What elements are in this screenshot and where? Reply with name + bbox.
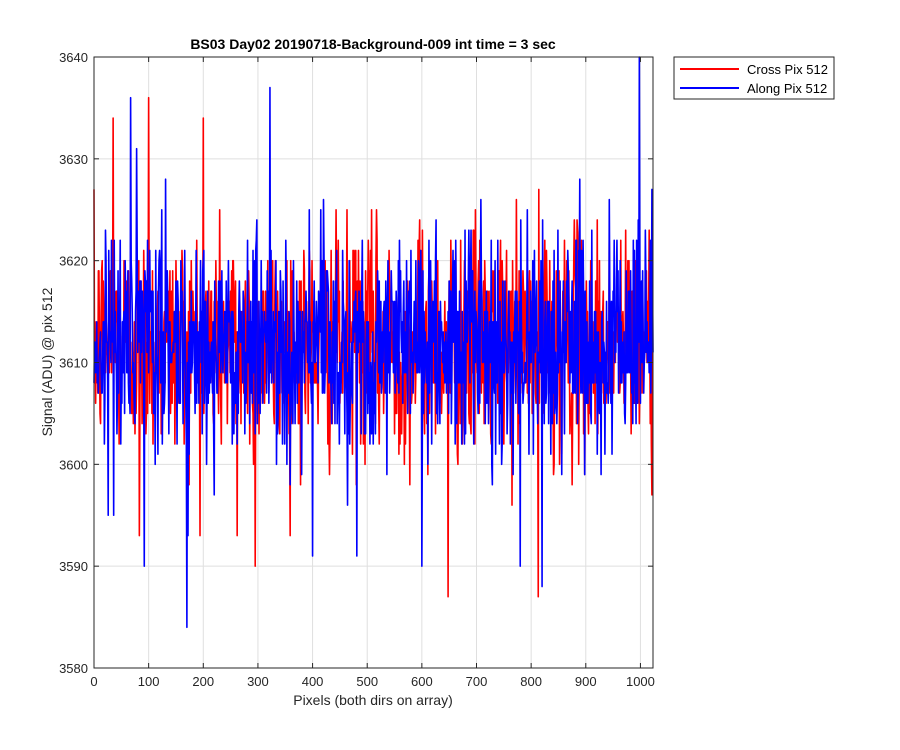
- y-tick-label: 3580: [59, 661, 88, 676]
- x-tick-label: 200: [192, 674, 214, 689]
- x-axis-label: Pixels (both dirs on array): [293, 692, 453, 708]
- legend-box: [673, 56, 835, 100]
- legend-label-cross: Cross Pix 512: [747, 62, 828, 77]
- y-tick-label: 3590: [59, 559, 88, 574]
- x-tick-label: 300: [247, 674, 269, 689]
- x-tick-label: 600: [411, 674, 433, 689]
- x-tick-label: 800: [520, 674, 542, 689]
- y-tick-label: 3600: [59, 457, 88, 472]
- series-line-along-pix-512: [93, 56, 654, 629]
- chart-title: BS03 Day02 20190718-Background-009 int t…: [190, 36, 556, 52]
- legend: Cross Pix 512 Along Pix 512: [673, 56, 835, 100]
- y-tick-label: 3620: [59, 254, 88, 269]
- series-lines: [93, 56, 654, 629]
- x-tick-label: 900: [575, 674, 597, 689]
- axis-ticks: 0 100 200 300 400 500 600 700 800 900 1000 3580 3590…: [59, 50, 655, 689]
- y-axis-label: Signal (ADU) @ pix 512: [39, 287, 55, 436]
- x-tick-label: 0: [90, 674, 97, 689]
- x-tick-label: 100: [138, 674, 160, 689]
- y-tick-label: 3610: [59, 356, 88, 371]
- x-tick-label: 700: [466, 674, 488, 689]
- y-tick-label: 3640: [59, 50, 88, 65]
- y-tick-label: 3630: [59, 152, 88, 167]
- x-tick-label: 500: [356, 674, 378, 689]
- x-tick-label: 1000: [626, 674, 655, 689]
- legend-label-along: Along Pix 512: [747, 81, 827, 96]
- x-tick-label: 400: [302, 674, 324, 689]
- series-line-cross-pix-512: [93, 96, 654, 598]
